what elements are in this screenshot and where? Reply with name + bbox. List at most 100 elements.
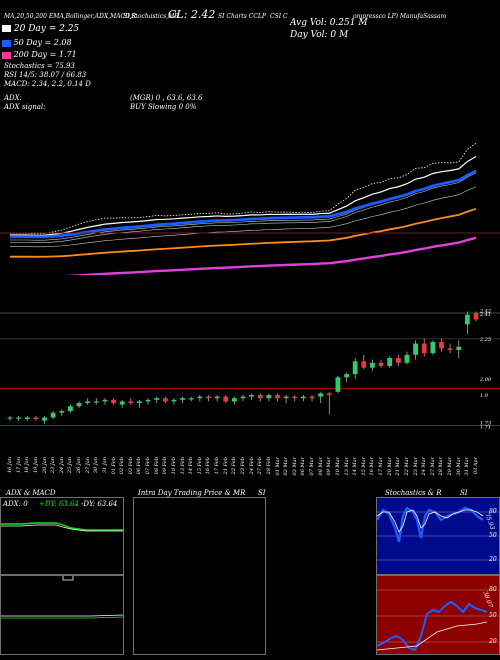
stoch-tick-20: 20 xyxy=(489,556,497,563)
stochastics-panel: 80 50 20 75.93 xyxy=(376,497,500,575)
date-tick-label: 17 Mar xyxy=(378,457,385,476)
header-indicators-1: MA,20,50,200 EMA,Bollinger,ADX,MACD,R xyxy=(4,13,137,20)
candle-body xyxy=(257,395,263,399)
ma-lower-line xyxy=(64,236,477,275)
candle-body xyxy=(197,396,203,399)
candle-body xyxy=(102,399,108,402)
macd-signal-line xyxy=(1,616,124,619)
legend-rsi: RSI 14/5: 38.07 / 66.83 xyxy=(4,71,87,79)
date-tick-label: 01 Mar xyxy=(274,457,281,476)
close-price: CL: 2.42 xyxy=(168,8,216,21)
legend-ma50: 50 Day = 2.08 xyxy=(2,38,72,47)
date-tick-label: 15 Mar xyxy=(360,457,367,476)
candle-body xyxy=(59,411,65,413)
candle-body xyxy=(430,341,436,354)
legend-ma200-swatch xyxy=(2,51,11,59)
candle-body xyxy=(24,417,30,420)
candle-body xyxy=(266,395,272,399)
candle-body xyxy=(335,377,341,392)
date-tick-label: 02 Mar xyxy=(283,457,290,476)
date-tick-label: 24 Jan xyxy=(58,457,65,474)
candle-body xyxy=(171,399,177,402)
stochastics-title-si: SI xyxy=(460,489,468,497)
adx-lines xyxy=(1,522,123,532)
date-tick-label: 24 Feb xyxy=(248,457,255,475)
candle-body xyxy=(456,346,462,350)
date-tick-label: 09 Mar xyxy=(326,457,333,476)
rsi-tick-20: 20 xyxy=(489,638,497,645)
ma20-line xyxy=(10,155,477,236)
adx-panel: ADX: 0 +DY: 63.64 -DY: 63.64 xyxy=(0,497,124,575)
legend-stochastics: Stochastics = 75.93 xyxy=(4,62,75,70)
price-tick-label: 1.9 xyxy=(480,393,489,399)
candle-body xyxy=(473,313,479,320)
date-tick-label: 03 Mar xyxy=(291,457,298,476)
ma200-line xyxy=(10,207,477,258)
date-tick-label: 14 Mar xyxy=(352,457,359,476)
price-tick-label: 2.25 xyxy=(479,337,491,343)
price-tick-label: 2.00 xyxy=(479,377,492,383)
date-tick-label: 08 Mar xyxy=(317,457,324,476)
date-tick-label: 25 Jan xyxy=(67,457,74,474)
date-tick-label: 02 Feb xyxy=(119,457,126,475)
adx-readout-minus-dy: -DY: 63.64 xyxy=(81,500,118,508)
date-tick-label: 20 Jan xyxy=(41,457,48,474)
stoch-tick-80: 80 xyxy=(489,508,497,515)
date-tick-label: 10 Mar xyxy=(334,457,341,476)
date-tick-label: 26 Jan xyxy=(76,457,83,474)
stoch-k-line xyxy=(377,506,484,543)
candle-body xyxy=(85,401,91,404)
legend-adx-values: (MGR) 0 , 63.6, 63.6 xyxy=(130,94,203,102)
adx-readout-plus-dy: +DY: 63.64 xyxy=(39,500,79,508)
stoch-d-line xyxy=(377,509,484,533)
date-tick-label: 21 Feb xyxy=(222,457,229,475)
date-tick-label: 07 Mar xyxy=(309,457,316,476)
candle-body xyxy=(240,396,246,399)
candle-body xyxy=(42,417,47,421)
candle-body xyxy=(464,314,470,325)
legend-adx-label: ADX: xyxy=(4,94,23,102)
candle-body xyxy=(275,395,280,399)
adx-minus-line xyxy=(1,524,123,532)
bollinger-mid xyxy=(10,172,477,244)
header-company: ompressco LP) ManufaSassam xyxy=(353,13,447,20)
avg-volume: Avg Vol: 0.251 M xyxy=(290,18,368,28)
date-tick-label: 03 Feb xyxy=(127,457,134,475)
date-tick-label: 01 Feb xyxy=(110,457,117,475)
date-tick-label: 10 Feb xyxy=(170,457,177,475)
moving-average-chart xyxy=(0,142,500,275)
rsi-white-line xyxy=(377,621,488,651)
candle-body xyxy=(223,396,229,402)
candle-body xyxy=(413,343,418,355)
adx-macd-title: ADX & MACD xyxy=(6,489,56,497)
date-tick-label: 27 Mar xyxy=(429,457,436,476)
candle-body xyxy=(318,393,324,397)
rsi-tick-80: 80 xyxy=(489,586,497,593)
date-tick-label: 14 Feb xyxy=(188,457,195,475)
date-tick-label: 27 Jan xyxy=(84,457,91,474)
candle-body xyxy=(283,396,289,399)
legend-ma50-text: 50 Day = 2.08 xyxy=(13,38,72,47)
stoch-tick-50: 50 xyxy=(489,532,497,539)
date-tick-label: 28 Feb xyxy=(265,457,272,475)
date-tick-label: 16 Mar xyxy=(369,457,376,476)
candle-body xyxy=(378,362,384,367)
candle-body xyxy=(16,417,22,419)
price-tick-label: 1.71 xyxy=(480,424,491,430)
date-tick-label: 18 Jan xyxy=(24,457,31,474)
adx-plus-line xyxy=(1,522,123,531)
date-tick-label: 27 Feb xyxy=(257,457,264,475)
date-tick-label: 06 Mar xyxy=(300,457,307,476)
date-tick-label: 22 Feb xyxy=(231,457,238,475)
date-tick-label: 24 Mar xyxy=(421,457,428,476)
date-tick-label: 17 Jan xyxy=(15,457,22,474)
candle-body xyxy=(162,398,168,402)
intraday-title: Intra Day Trading Price & MR xyxy=(138,489,246,497)
rsi-lines xyxy=(377,589,500,652)
legend-ma20: 20 Day = 2.25 xyxy=(2,24,79,34)
date-tick-label: 30 Mar xyxy=(455,457,462,476)
date-tick-label: 30 Jan xyxy=(93,457,100,474)
intraday-panel xyxy=(133,497,266,655)
legend-ma200: 200 Day = 1.71 xyxy=(2,50,77,59)
legend-ma50-swatch xyxy=(2,39,11,47)
